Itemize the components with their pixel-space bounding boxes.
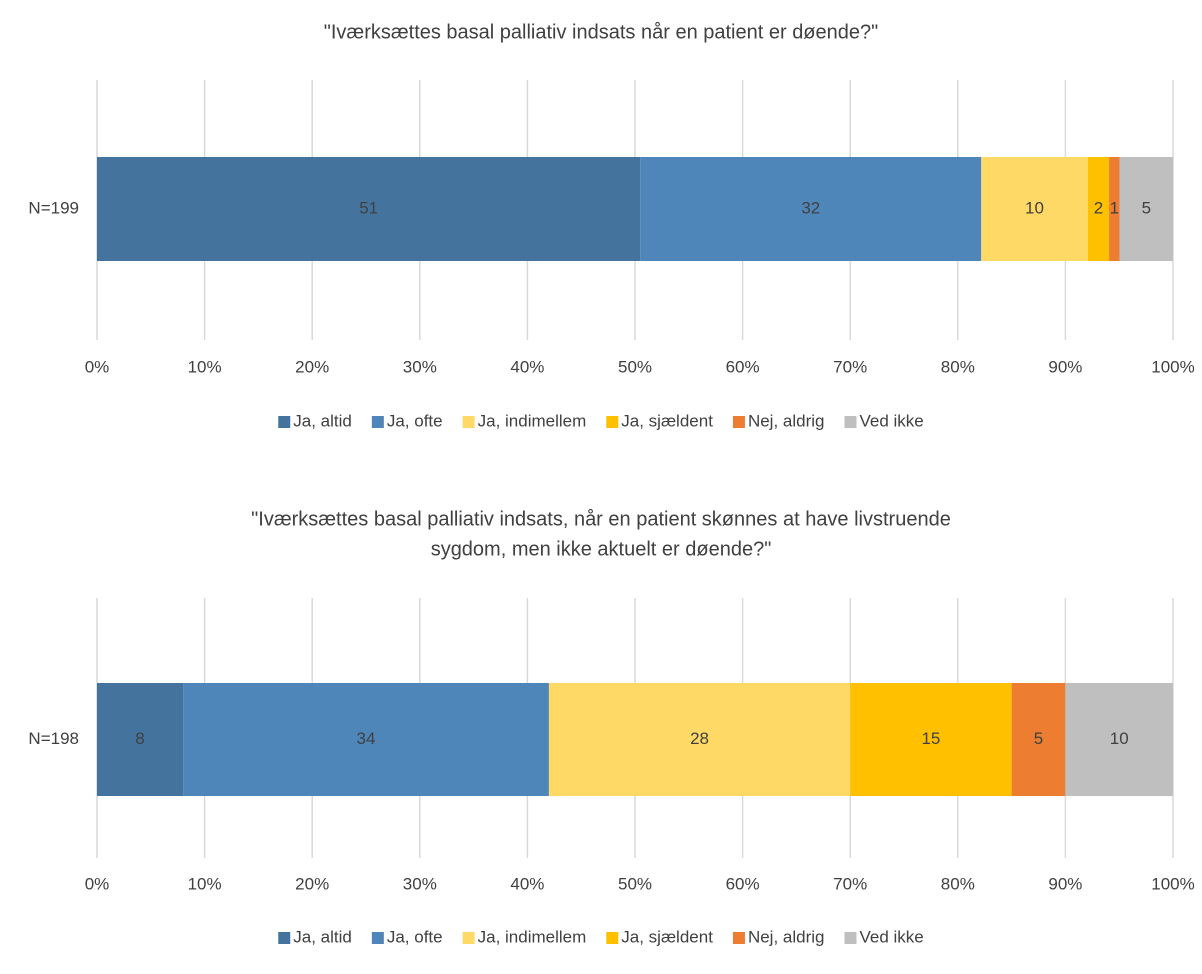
bar-segment [850, 683, 1012, 796]
x-tick-label: 20% [295, 874, 329, 893]
legend-label: Ved ikke [859, 411, 923, 430]
bar-segment [1087, 157, 1110, 261]
x-tick-label: 30% [403, 874, 437, 893]
legend-swatch [606, 416, 619, 428]
legend-label: Ja, ofte [387, 411, 443, 430]
y-tick-label: N=198 [28, 729, 79, 748]
x-tick-label: 70% [833, 874, 867, 893]
chart: "Iværksættes basal palliativ indsats når… [28, 21, 1194, 430]
bar-segment [183, 683, 549, 796]
x-tick-label: 40% [510, 874, 544, 893]
bar-segment [1109, 157, 1120, 261]
data-label: 1 [1110, 198, 1119, 217]
bar-segment [1119, 157, 1173, 261]
chart-title: sygdom, men ikke aktuelt er døende?" [431, 538, 772, 560]
x-tick-label: 10% [188, 357, 222, 376]
x-tick-label: 70% [833, 357, 867, 376]
legend-label: Ja, indimellem [478, 927, 587, 946]
data-label: 10 [1110, 729, 1129, 748]
x-tick-label: 50% [618, 357, 652, 376]
chart-title: "Iværksættes basal palliativ indsats når… [324, 21, 879, 43]
legend-swatch [462, 416, 475, 428]
x-tick-label: 0% [85, 874, 110, 893]
data-label: 10 [1025, 198, 1044, 217]
x-tick-label: 0% [85, 357, 110, 376]
x-tick-label: 80% [941, 874, 975, 893]
bar-segment [97, 157, 641, 261]
bar-segment [640, 157, 982, 261]
data-label: 2 [1094, 198, 1103, 217]
x-tick-label: 30% [403, 357, 437, 376]
bar-segment [548, 683, 851, 796]
data-label: 8 [135, 729, 144, 748]
bar-segment [981, 157, 1088, 261]
legend-label: Ved ikke [859, 927, 923, 946]
legend-label: Nej, aldrig [748, 927, 825, 946]
bar-segment [97, 683, 184, 796]
x-tick-label: 80% [941, 357, 975, 376]
legend-swatch [606, 932, 619, 944]
x-tick-label: 20% [295, 357, 329, 376]
x-tick-label: 50% [618, 874, 652, 893]
data-label: 51 [359, 198, 378, 217]
legend-swatch [844, 932, 857, 944]
legend-swatch [844, 416, 857, 428]
data-label: 28 [690, 729, 709, 748]
legend-label: Ja, sjældent [621, 411, 713, 430]
x-tick-label: 40% [510, 357, 544, 376]
legend-swatch [278, 416, 291, 428]
legend-label: Ja, altid [293, 411, 352, 430]
legend-swatch [278, 932, 291, 944]
legend-label: Ja, ofte [387, 927, 443, 946]
x-tick-label: 90% [1048, 874, 1082, 893]
data-label: 5 [1034, 729, 1043, 748]
legend-label: Ja, altid [293, 927, 352, 946]
legend-swatch [371, 932, 384, 944]
bar-segment [1011, 683, 1066, 796]
legend-swatch [371, 416, 384, 428]
data-label: 5 [1142, 198, 1151, 217]
x-tick-label: 100% [1151, 874, 1194, 893]
x-tick-label: 60% [726, 874, 760, 893]
x-tick-label: 10% [188, 874, 222, 893]
chart: "Iværksættes basal palliativ indsats, nå… [28, 508, 1194, 946]
x-tick-label: 100% [1151, 357, 1194, 376]
legend-label: Nej, aldrig [748, 411, 825, 430]
legend-label: Ja, indimellem [478, 411, 587, 430]
data-label: 32 [801, 198, 820, 217]
legend-swatch [732, 416, 745, 428]
legend-swatch [462, 932, 475, 944]
x-tick-label: 90% [1048, 357, 1082, 376]
x-tick-label: 60% [726, 357, 760, 376]
legend-label: Ja, sjældent [621, 927, 713, 946]
bar-segment [1065, 683, 1173, 796]
chart-title: "Iværksættes basal palliativ indsats, nå… [251, 508, 951, 530]
data-label: 34 [357, 729, 376, 748]
data-label: 15 [921, 729, 940, 748]
legend-swatch [732, 932, 745, 944]
y-tick-label: N=199 [28, 198, 79, 217]
